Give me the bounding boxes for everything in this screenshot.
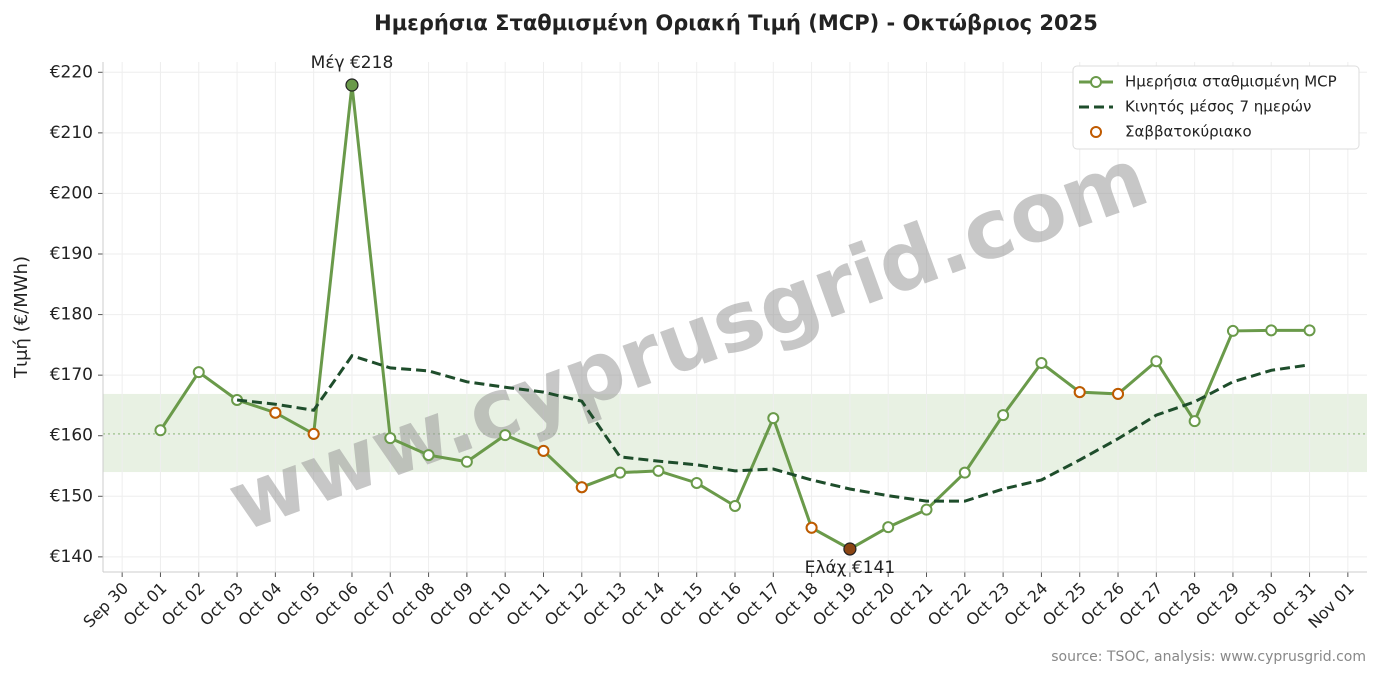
y-tick-label: €220: [50, 62, 93, 82]
point: [1073, 386, 1086, 399]
annotation-marker: [345, 78, 359, 92]
point: [422, 449, 435, 462]
point: [920, 503, 933, 516]
legend-label: Κινητός μέσος 7 ημερών: [1125, 98, 1311, 116]
point: [499, 429, 512, 442]
point: [1265, 324, 1278, 337]
point: [1035, 357, 1048, 370]
y-tick-label: €190: [50, 244, 93, 264]
point: [614, 466, 627, 479]
point: [460, 455, 473, 468]
y-tick-label: €180: [50, 305, 93, 325]
point: [154, 424, 167, 437]
point: [537, 444, 550, 457]
point: [1112, 387, 1125, 400]
point: [269, 406, 282, 419]
y-tick-label: €140: [50, 547, 93, 567]
point: [652, 464, 665, 477]
annotation: Μέγ €218: [311, 53, 394, 73]
y-tick-label: €210: [50, 123, 93, 143]
y-tick-label: €150: [50, 486, 93, 506]
point: [384, 432, 397, 445]
point: [805, 521, 818, 534]
point: [1188, 415, 1201, 428]
legend-label: Ημερήσια σταθμισμένη MCP: [1125, 73, 1337, 91]
point: [307, 427, 320, 440]
legend-swatch: [1090, 126, 1102, 138]
annotation-marker: [843, 542, 857, 556]
point: [767, 412, 780, 425]
legend-box: [1072, 65, 1360, 150]
y-tick-label: €170: [50, 365, 93, 385]
point: [575, 481, 588, 494]
point: [1226, 324, 1239, 337]
point: [882, 521, 895, 534]
y-axis-label: Τιμή (€/MWh): [11, 256, 32, 379]
annotation: Ελάχ €141: [805, 558, 896, 578]
point: [997, 409, 1010, 422]
legend-label: Σαββατοκύριακο: [1125, 123, 1252, 141]
point: [690, 476, 703, 489]
point: [1150, 355, 1163, 368]
legend-swatch: [1090, 76, 1102, 88]
source: source: TSOC, analysis: www.cyprusgrid.c…: [1051, 649, 1366, 665]
point: [958, 466, 971, 479]
y-tick-label: €160: [50, 426, 93, 446]
series-line: [236, 354, 1310, 503]
x-tick-label: Sep 30: [79, 579, 132, 632]
point: [1303, 324, 1316, 337]
point: [729, 499, 741, 512]
point: [192, 366, 205, 379]
chart-title: Ημερήσια Σταθμισμένη Οριακή Τιμή (MCP) -…: [374, 11, 1098, 35]
y-tick-label: €200: [50, 183, 93, 203]
